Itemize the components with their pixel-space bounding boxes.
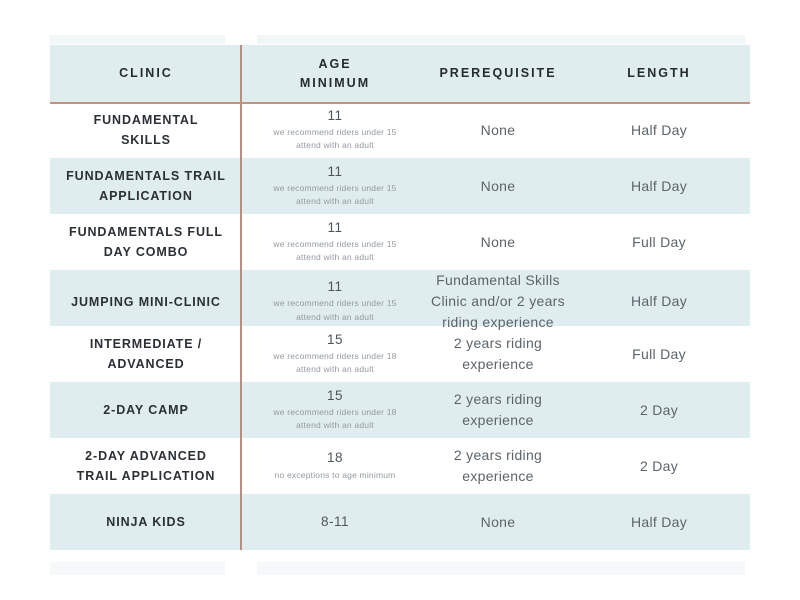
clinic-name: FUNDAMENTAL SKILLS xyxy=(93,113,199,147)
age-minimum-cell: 15 we recommend riders under 18 attend w… xyxy=(242,382,428,438)
header-underline xyxy=(50,102,750,104)
prerequisite-value: 2 years riding experience xyxy=(453,447,543,484)
age-minimum-note: we recommend riders under 18 attend with… xyxy=(273,350,397,375)
table-row-fundamentals-full-day-combo: FUNDAMENTALS FULL DAY COMBO 11 we recomm… xyxy=(50,214,750,270)
age-minimum-value: 18 xyxy=(326,450,344,466)
age-minimum-cell: 11 we recommend riders under 15 attend w… xyxy=(242,102,428,158)
prerequisite-cell: Fundamental Skills Clinic and/or 2 years… xyxy=(428,270,568,333)
clinic-name-cell: JUMPING MINI-CLINIC xyxy=(50,270,242,333)
column-header-clinic: CLINIC xyxy=(50,45,242,102)
clinic-name-cell: NINJA KIDS xyxy=(50,494,242,550)
prerequisite-cell: None xyxy=(428,158,568,214)
age-minimum-cell: 11 we recommend riders under 15 attend w… xyxy=(242,214,428,270)
column-header-length: LENGTH xyxy=(568,45,750,102)
table-row-intermediate-advanced: INTERMEDIATE / ADVANCED 15 we recommend … xyxy=(50,326,750,382)
prerequisite-value: None xyxy=(480,121,516,138)
age-minimum-value: 15 xyxy=(326,331,344,347)
length-cell: Half Day xyxy=(568,270,750,333)
prerequisite-cell: 2 years riding experience xyxy=(428,382,568,438)
cutoff-row-fragment xyxy=(257,562,745,575)
age-minimum-value: 15 xyxy=(326,387,344,403)
prerequisite-value: None xyxy=(480,177,516,194)
column-header-label: AGE MINIMUM xyxy=(299,56,371,90)
length-value: 2 Day xyxy=(639,401,679,418)
clinic-name-cell: FUNDAMENTAL SKILLS xyxy=(50,102,242,158)
length-value: Half Day xyxy=(630,121,688,138)
age-minimum-value: 11 xyxy=(327,219,343,235)
clinic-name: JUMPING MINI-CLINIC xyxy=(71,294,221,309)
length-cell: Full Day xyxy=(568,214,750,270)
age-minimum-value: 11 xyxy=(327,279,343,295)
prerequisite-value: 2 years riding experience xyxy=(453,391,543,428)
prerequisite-value: 2 years riding experience xyxy=(453,335,543,372)
clinic-name-cell: FUNDAMENTALS TRAIL APPLICATION xyxy=(50,158,242,214)
length-value: Full Day xyxy=(632,345,686,362)
clinic-name-cell: FUNDAMENTALS FULL DAY COMBO xyxy=(50,214,242,270)
prerequisite-cell: None xyxy=(428,102,568,158)
age-minimum-note: we recommend riders under 18 attend with… xyxy=(273,406,397,431)
length-cell: Half Day xyxy=(568,494,750,550)
length-value: Full Day xyxy=(632,233,686,250)
length-value: Half Day xyxy=(630,513,688,530)
cutoff-row-fragment xyxy=(50,35,225,44)
clinic-name: 2-DAY CAMP xyxy=(103,403,189,417)
clinic-name: FUNDAMENTALS FULL DAY COMBO xyxy=(69,225,223,259)
age-minimum-value: 11 xyxy=(327,107,343,123)
age-minimum-note: we recommend riders under 15 attend with… xyxy=(273,126,397,151)
clinic-name: FUNDAMENTALS TRAIL APPLICATION xyxy=(66,169,226,203)
age-minimum-value: 8-11 xyxy=(320,513,350,529)
length-value: Half Day xyxy=(630,177,688,194)
length-cell: Half Day xyxy=(568,158,750,214)
table-row-ninja-kids: NINJA KIDS 8-11 None Half Day xyxy=(50,494,750,550)
age-minimum-note: we recommend riders under 15 attend with… xyxy=(273,298,397,322)
table-header-row: CLINIC AGE MINIMUM PREREQUISITE LENGTH xyxy=(50,45,750,102)
column-header-prerequisite: PREREQUISITE xyxy=(428,45,568,102)
table-body: FUNDAMENTAL SKILLS 11 we recommend rider… xyxy=(50,102,750,550)
prerequisite-cell: None xyxy=(428,214,568,270)
length-value: 2 Day xyxy=(639,457,679,474)
age-minimum-cell: 15 we recommend riders under 18 attend w… xyxy=(242,326,428,382)
cutoff-row-fragment xyxy=(257,35,745,44)
age-minimum-note: we recommend riders under 15 attend with… xyxy=(273,182,397,207)
clinic-name-cell: INTERMEDIATE / ADVANCED xyxy=(50,326,242,382)
age-minimum-cell: 18 no exceptions to age minimum xyxy=(242,438,428,494)
cutoff-row-fragment xyxy=(50,562,225,575)
clinic-name: NINJA KIDS xyxy=(106,515,186,529)
length-cell: Full Day xyxy=(568,326,750,382)
prerequisite-cell: 2 years riding experience xyxy=(428,438,568,494)
table-row-fundamentals-trail-application: FUNDAMENTALS TRAIL APPLICATION 11 we rec… xyxy=(50,158,750,214)
length-cell: Half Day xyxy=(568,102,750,158)
table-row-jumping-mini-clinic: JUMPING MINI-CLINIC 11 we recommend ride… xyxy=(50,270,750,330)
length-cell: 2 Day xyxy=(568,382,750,438)
clinic-name-cell: 2-DAY CAMP xyxy=(50,382,242,438)
clinic-name: INTERMEDIATE / ADVANCED xyxy=(89,337,203,371)
clinic-table: CLINIC AGE MINIMUM PREREQUISITE LENGTH F… xyxy=(50,45,750,550)
age-minimum-cell: 11 we recommend riders under 15 attend w… xyxy=(242,270,428,333)
prerequisite-value: Fundamental Skills Clinic and/or 2 years… xyxy=(431,272,565,330)
table-row-2-day-advanced-trail-application: 2-DAY ADVANCED TRAIL APPLICATION 18 no e… xyxy=(50,438,750,494)
age-minimum-value: 11 xyxy=(327,163,343,179)
clinic-name: 2-DAY ADVANCED TRAIL APPLICATION xyxy=(76,449,216,483)
age-minimum-note: we recommend riders under 15 attend with… xyxy=(273,238,397,263)
age-minimum-cell: 11 we recommend riders under 15 attend w… xyxy=(242,158,428,214)
prerequisite-cell: None xyxy=(428,494,568,550)
prerequisite-value: None xyxy=(480,233,516,250)
age-minimum-note: no exceptions to age minimum xyxy=(274,469,396,480)
column-divider-line xyxy=(240,45,242,550)
column-header-label: LENGTH xyxy=(627,66,691,81)
column-header-label: CLINIC xyxy=(119,66,173,81)
length-value: Half Day xyxy=(630,293,688,309)
prerequisite-value: None xyxy=(480,513,516,530)
column-header-age-minimum: AGE MINIMUM xyxy=(242,45,428,102)
prerequisite-cell: 2 years riding experience xyxy=(428,326,568,382)
table-row-fundamental-skills: FUNDAMENTAL SKILLS 11 we recommend rider… xyxy=(50,102,750,158)
clinic-name-cell: 2-DAY ADVANCED TRAIL APPLICATION xyxy=(50,438,242,494)
age-minimum-cell: 8-11 xyxy=(242,494,428,550)
length-cell: 2 Day xyxy=(568,438,750,494)
column-header-label: PREREQUISITE xyxy=(439,66,557,81)
table-row-2-day-camp: 2-DAY CAMP 15 we recommend riders under … xyxy=(50,382,750,438)
